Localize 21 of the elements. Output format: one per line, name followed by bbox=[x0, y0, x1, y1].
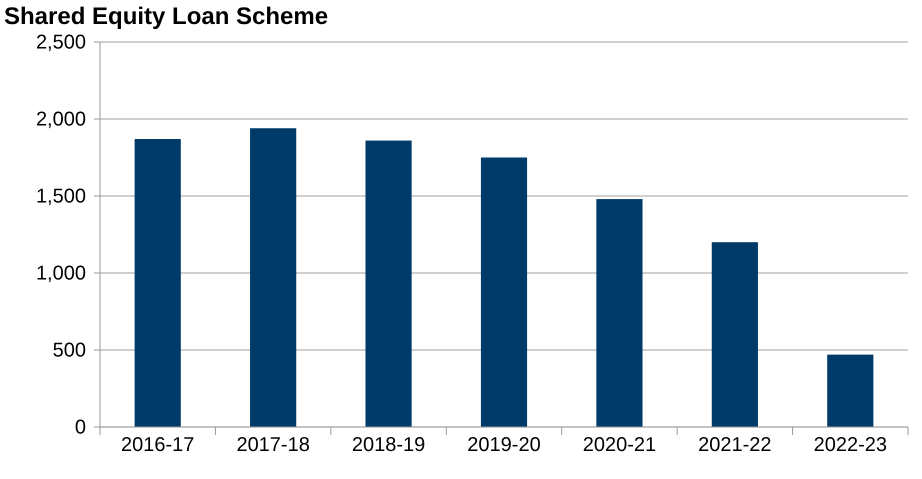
bar bbox=[480, 158, 528, 427]
chart-title: Shared Equity Loan Scheme bbox=[4, 3, 328, 30]
bar bbox=[134, 139, 181, 427]
x-tick-label: 2019-20 bbox=[467, 434, 541, 456]
y-tick-label: 0 bbox=[74, 416, 86, 438]
bar bbox=[827, 354, 874, 427]
y-tick-label: 500 bbox=[52, 339, 86, 362]
y-tick-label: 2,000 bbox=[36, 108, 86, 130]
x-tick-label: 2017-18 bbox=[236, 434, 310, 456]
y-tick-label: 2,500 bbox=[36, 31, 86, 54]
bar bbox=[596, 199, 643, 427]
x-tick-label: 2022-23 bbox=[814, 434, 887, 456]
bar bbox=[250, 128, 296, 427]
bar bbox=[712, 242, 758, 427]
y-tick-label: 1,500 bbox=[36, 185, 86, 208]
x-tick-label: 2021-22 bbox=[698, 434, 772, 456]
x-tick-label: 2016-17 bbox=[121, 434, 194, 456]
y-tick-label: 1,000 bbox=[36, 262, 86, 284]
x-tick-label: 2020-21 bbox=[582, 434, 656, 456]
bar bbox=[365, 140, 412, 427]
x-tick-label: 2018-19 bbox=[352, 434, 426, 456]
